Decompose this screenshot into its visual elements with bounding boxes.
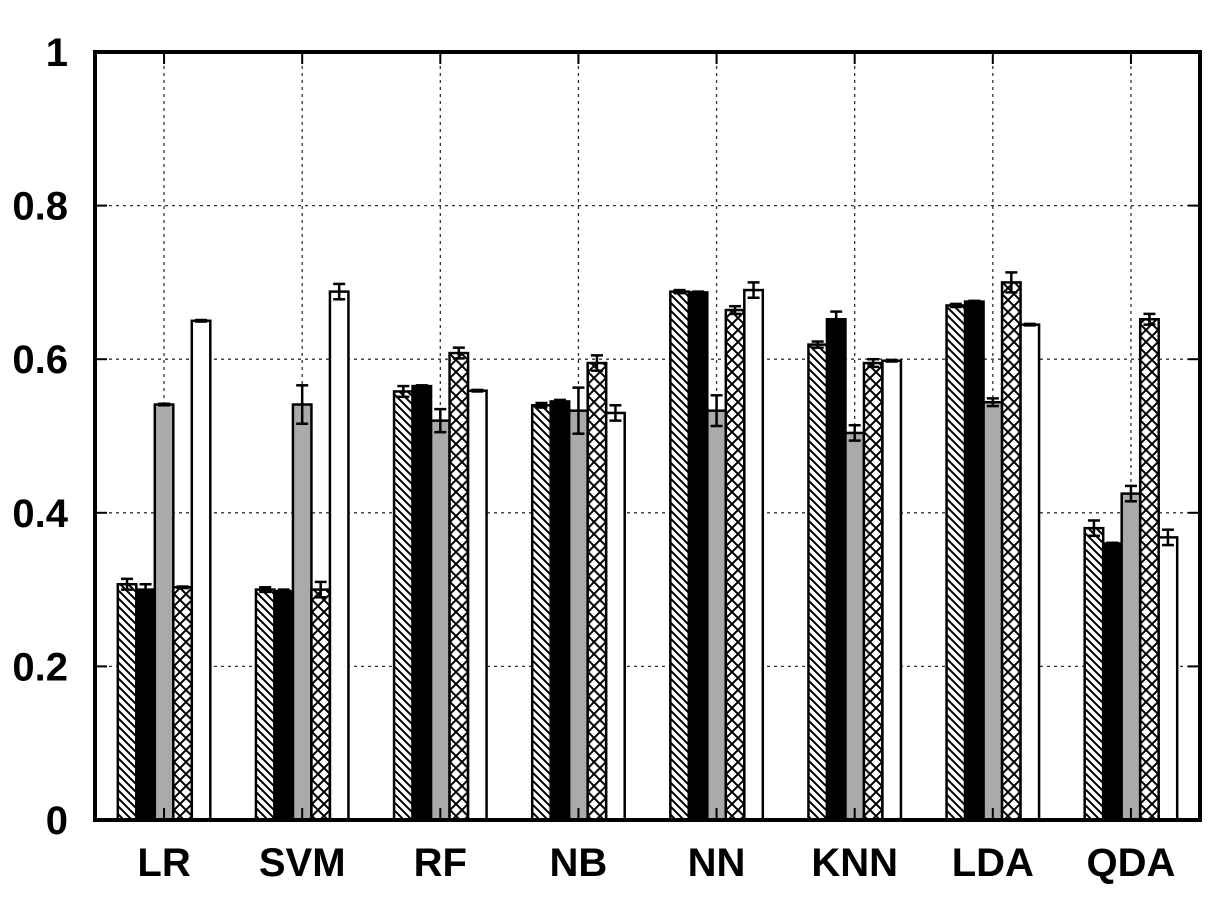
bar-rf-cross-hatch bbox=[448, 351, 470, 822]
bar-lda-white bbox=[1019, 323, 1041, 822]
y-tick-label: 0.8 bbox=[12, 185, 68, 229]
bar-lda-solid-black bbox=[963, 300, 985, 822]
error-bars bbox=[121, 271, 1174, 599]
bar-nn-solid-black bbox=[687, 291, 709, 822]
bar-knn-diagonal-hatch bbox=[807, 343, 829, 822]
category-label-rf: RF bbox=[414, 841, 467, 885]
category-label-nb: NB bbox=[550, 841, 608, 885]
bar-lr-solid-gray bbox=[153, 403, 175, 822]
bars bbox=[116, 281, 1179, 822]
bar-rf-solid-black bbox=[411, 384, 433, 822]
bar-qda-diagonal-hatch bbox=[1083, 526, 1105, 822]
axis-ticks bbox=[95, 51, 1200, 821]
bar-nn-cross-hatch bbox=[724, 308, 746, 822]
y-tick-label: 0.6 bbox=[12, 338, 68, 382]
bar-qda-solid-black bbox=[1101, 542, 1123, 822]
plot-frame bbox=[93, 50, 1202, 822]
bar-qda-solid-gray bbox=[1120, 492, 1142, 822]
bar-nb-solid-gray bbox=[567, 409, 589, 822]
bar-qda-cross-hatch bbox=[1138, 318, 1160, 822]
bar-svm-solid-black bbox=[273, 589, 295, 822]
bar-lda-cross-hatch bbox=[1000, 281, 1022, 822]
bar-knn-cross-hatch bbox=[862, 361, 884, 822]
bar-nb-white bbox=[604, 411, 626, 822]
axis-labels: 0 0.2 0.4 0.6 0.8 1 LR SVM RF NB NN KNN LDA QDA bbox=[12, 31, 1175, 885]
bar-lda-solid-gray bbox=[982, 400, 1004, 822]
bar-rf-solid-gray bbox=[429, 419, 451, 822]
bar-svm-cross-hatch bbox=[310, 588, 332, 822]
category-label-knn: KNN bbox=[811, 841, 898, 885]
category-label-qda: QDA bbox=[1086, 841, 1175, 885]
bar-svm-diagonal-hatch bbox=[254, 588, 276, 822]
bar-svm-solid-gray bbox=[291, 403, 313, 822]
bar-lr-white bbox=[190, 319, 212, 822]
bar-nn-solid-gray bbox=[706, 409, 728, 822]
bar-qda-white bbox=[1157, 536, 1179, 822]
bar-lda-diagonal-hatch bbox=[945, 304, 967, 822]
bar-nn-diagonal-hatch bbox=[669, 290, 691, 822]
y-tick-label: 1 bbox=[46, 31, 68, 75]
category-label-lda: LDA bbox=[952, 841, 1034, 885]
bar-lr-diagonal-hatch bbox=[116, 582, 138, 822]
bar-nn-white bbox=[743, 288, 765, 822]
bar-rf-white bbox=[466, 389, 488, 822]
bar-svm-white bbox=[328, 290, 350, 822]
bar-nb-diagonal-hatch bbox=[530, 404, 552, 822]
bar-knn-white bbox=[881, 359, 903, 822]
bar-lr-solid-black bbox=[135, 588, 157, 822]
y-tick-label: 0.2 bbox=[12, 645, 68, 689]
bar-rf-diagonal-hatch bbox=[392, 390, 414, 822]
bar-nb-solid-black bbox=[549, 400, 571, 822]
category-label-svm: SVM bbox=[259, 841, 346, 885]
category-label-nn: NN bbox=[688, 841, 746, 885]
bar-lr-cross-hatch bbox=[172, 586, 194, 822]
category-label-lr: LR bbox=[137, 841, 190, 885]
y-tick-label: 0.4 bbox=[12, 492, 68, 536]
bar-nb-cross-hatch bbox=[586, 361, 608, 822]
bar-knn-solid-gray bbox=[844, 431, 866, 822]
bar-knn-solid-black bbox=[825, 318, 847, 822]
y-tick-label: 0 bbox=[46, 799, 68, 843]
